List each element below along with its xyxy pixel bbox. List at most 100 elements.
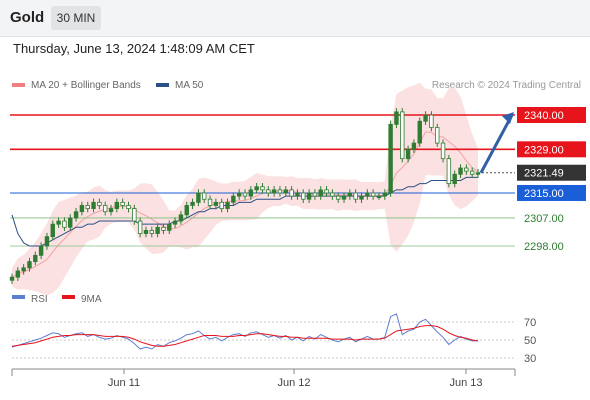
candle-body: [312, 192, 318, 197]
candle-body: [108, 208, 114, 213]
legend-ma50: MA 50: [156, 80, 203, 91]
candle-body: [400, 111, 405, 160]
legend-swatch-ma20: [12, 83, 25, 88]
x-axis-date-label: Jun 12: [277, 377, 310, 389]
candle-body: [137, 220, 143, 234]
candle-body: [266, 189, 271, 194]
legend-ma-bollinger: MA 20 + Bollinger Bands: [12, 80, 141, 91]
candle-body: [475, 172, 481, 175]
candle-body: [382, 192, 387, 197]
level-box-resistance: [517, 141, 586, 158]
chart-header: Gold 30 MIN: [0, 0, 590, 37]
candle-body: [172, 220, 178, 225]
x-axis-date-label: Jun 13: [449, 377, 482, 389]
last-price-box: [517, 164, 586, 181]
candle-body: [341, 195, 347, 200]
candle-body: [73, 211, 79, 219]
candle-body: [167, 223, 172, 231]
candle-body: [335, 195, 341, 200]
rsi-line: [11, 313, 478, 350]
candle-body: [376, 195, 382, 198]
candle-body: [411, 142, 417, 150]
candle-body: [114, 201, 120, 209]
level-label-resistance: 2329.00: [524, 144, 564, 156]
candle-body: [38, 245, 44, 256]
candle-body: [370, 192, 376, 197]
forecast-arrow-head: [502, 112, 514, 124]
candle-body: [289, 189, 294, 197]
candle-body: [132, 208, 137, 222]
legend-ma-bollinger-label: MA 20 + Bollinger Bands: [31, 80, 141, 91]
candle-body: [394, 111, 399, 125]
candle-body: [202, 192, 207, 200]
rsi-ma-legend-label: 9MA: [81, 294, 102, 305]
rsi-tick-label: 50: [524, 335, 536, 347]
candle-body: [33, 254, 38, 262]
rsi-legend-swatch: [12, 295, 25, 299]
candle-body: [458, 167, 463, 175]
legend-ma50-label: MA 50: [175, 80, 204, 91]
credit-text: Research © 2024 Trading Central: [431, 80, 581, 91]
last-price-label: 2321.49: [524, 168, 564, 180]
candle-body: [143, 230, 149, 234]
candle-body: [318, 189, 323, 197]
candle-body: [9, 276, 15, 281]
candle-body: [231, 195, 236, 203]
candle-body: [196, 192, 201, 203]
candle-body: [277, 189, 283, 194]
candle-body: [254, 186, 259, 191]
candle-body: [446, 158, 452, 185]
candle-body: [452, 173, 457, 185]
rsi-tick-label: 70: [524, 317, 536, 329]
candle-body: [219, 201, 224, 209]
candle-body: [324, 189, 329, 194]
candle-body: [301, 192, 306, 200]
x-axis-date-label: Jun 11: [108, 377, 140, 389]
candle-body: [27, 261, 32, 269]
candle-body: [469, 170, 475, 175]
candle-body: [184, 205, 189, 216]
candle-body: [126, 205, 131, 209]
candle-body: [50, 223, 55, 238]
candle-body: [21, 267, 26, 272]
level-label-support: 2315.00: [524, 188, 564, 200]
candle-body: [178, 214, 184, 222]
candle-body: [271, 189, 277, 194]
candle-body: [464, 167, 469, 172]
candle-body: [347, 192, 353, 197]
candle-body: [190, 201, 195, 206]
candle-body: [44, 236, 50, 247]
candle-body: [242, 192, 248, 197]
rsi-tick-label: 30: [524, 353, 536, 365]
candle-body: [435, 127, 440, 144]
candle-body: [248, 189, 254, 197]
candle-body: [330, 192, 335, 197]
timeframe-button[interactable]: 30 MIN: [51, 6, 101, 30]
rsi-ma-line: [11, 325, 479, 347]
candle-body: [91, 201, 96, 209]
candle-body: [120, 201, 125, 206]
candle-body: [365, 192, 370, 197]
level-label-pivot: 2307.00: [524, 213, 564, 225]
candle-body: [97, 201, 102, 206]
candle-body: [440, 142, 446, 160]
candle-body: [149, 230, 154, 234]
level-label-resistance: 2340.00: [524, 110, 564, 122]
rsi-ma-legend-swatch: [62, 295, 75, 299]
level-box-resistance: [517, 107, 586, 123]
candle-body: [388, 123, 393, 194]
candle-body: [15, 270, 21, 278]
candle-body: [161, 226, 166, 231]
candle-body: [353, 192, 358, 200]
forecast-arrow-shaft: [479, 114, 514, 174]
candle-body: [62, 220, 67, 228]
candle-body: [236, 192, 242, 197]
chart-datetime: Thursday, June 13, 2024 1:48:09 AM CET: [13, 41, 255, 56]
candle-body: [405, 148, 411, 160]
candle-body: [207, 198, 213, 206]
candle-body: [56, 220, 61, 225]
ma50-line: [11, 176, 478, 247]
candle-body: [359, 195, 364, 200]
candle-body: [155, 226, 160, 234]
